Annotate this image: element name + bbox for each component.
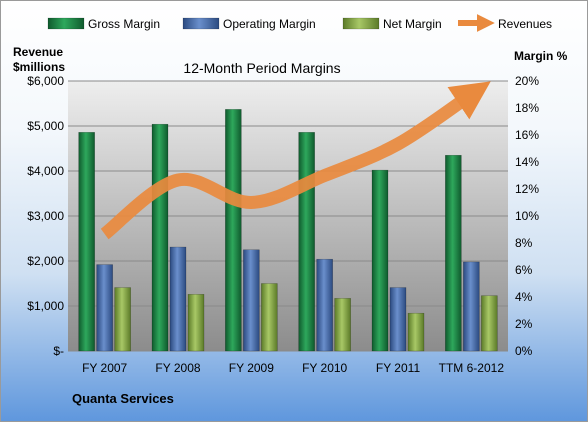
x-tick-label: FY 2010: [302, 361, 347, 375]
left-tick-label: $5,000: [27, 119, 64, 133]
right-tick-label: 12%: [515, 182, 539, 196]
x-tick-label: FY 2008: [155, 361, 200, 375]
legend-label: Revenues: [498, 17, 552, 31]
bars: [78, 109, 498, 352]
bar-operating-margin: [389, 287, 407, 352]
legend-label: Operating Margin: [223, 17, 316, 31]
x-tick-label: TTM 6-2012: [439, 361, 505, 375]
bar-gross-margin: [78, 132, 95, 352]
legend: Gross Margin Operating Margin Net Margin Re…: [47, 14, 552, 32]
bar-net-margin: [114, 287, 131, 352]
left-tick-label: $4,000: [27, 164, 64, 178]
left-tick-label: $6,000: [27, 74, 64, 88]
bar-operating-margin: [169, 246, 187, 352]
company-name: Quanta Services: [72, 391, 174, 406]
bar-gross-margin: [371, 169, 389, 352]
right-tick-label: 14%: [515, 155, 539, 169]
bar-net-margin: [481, 295, 498, 352]
right-tick-label: 6%: [515, 263, 533, 277]
legend-label: Net Margin: [383, 17, 442, 31]
right-tick-label: 18%: [515, 101, 539, 115]
right-tick-label: 16%: [515, 128, 539, 142]
bar-gross-margin: [445, 155, 462, 352]
bar-gross-margin: [225, 109, 242, 352]
legend-swatch: [342, 17, 380, 30]
right-axis-label: Margin %: [514, 49, 568, 63]
right-axis-ticks: 0% 2% 4% 6% 8% 10% 12% 14% 16% 18% 20%: [515, 74, 539, 358]
right-tick-label: 0%: [515, 344, 533, 358]
x-tick-label: FY 2009: [229, 361, 274, 375]
bar-operating-margin: [243, 249, 260, 352]
bar-operating-margin: [96, 264, 113, 352]
bar-net-margin: [334, 298, 351, 352]
left-tick-label: $3,000: [27, 209, 64, 223]
legend-label: Gross Margin: [88, 17, 160, 31]
revenue-line-group: [100, 81, 491, 240]
x-tick-label: FY 2007: [82, 361, 127, 375]
legend-swatch: [182, 17, 220, 30]
bar-net-margin: [407, 312, 425, 352]
bar-net-margin: [261, 283, 278, 352]
left-tick-label: $-: [53, 344, 64, 358]
bar-net-margin: [187, 294, 205, 352]
left-axis-label-line2: $millions: [13, 60, 65, 74]
right-tick-label: 2%: [515, 317, 533, 331]
revenues-line: [100, 81, 491, 240]
x-axis-ticks: FY 2007 FY 2008 FY 2009 FY 2010 FY 2011 TTM 6…: [82, 361, 504, 375]
legend-swatch: [47, 17, 85, 30]
right-tick-label: 4%: [515, 290, 533, 304]
bar-operating-margin: [316, 258, 333, 352]
right-tick-label: 8%: [515, 236, 533, 250]
left-axis-ticks: $- $1,000 $2,000 $3,000 $4,000 $5,000 $6,000: [27, 74, 64, 358]
right-tick-label: 10%: [515, 209, 539, 223]
left-tick-label: $2,000: [27, 254, 64, 268]
bar-gross-margin: [298, 132, 315, 352]
chart-title: 12-Month Period Margins: [183, 60, 340, 76]
bar-gross-margin: [151, 123, 169, 352]
right-tick-label: 20%: [515, 74, 539, 88]
left-tick-label: $1,000: [27, 299, 64, 313]
left-axis-label-line1: Revenue: [13, 45, 63, 59]
bar-operating-margin: [463, 261, 480, 352]
x-tick-label: FY 2011: [376, 361, 421, 375]
